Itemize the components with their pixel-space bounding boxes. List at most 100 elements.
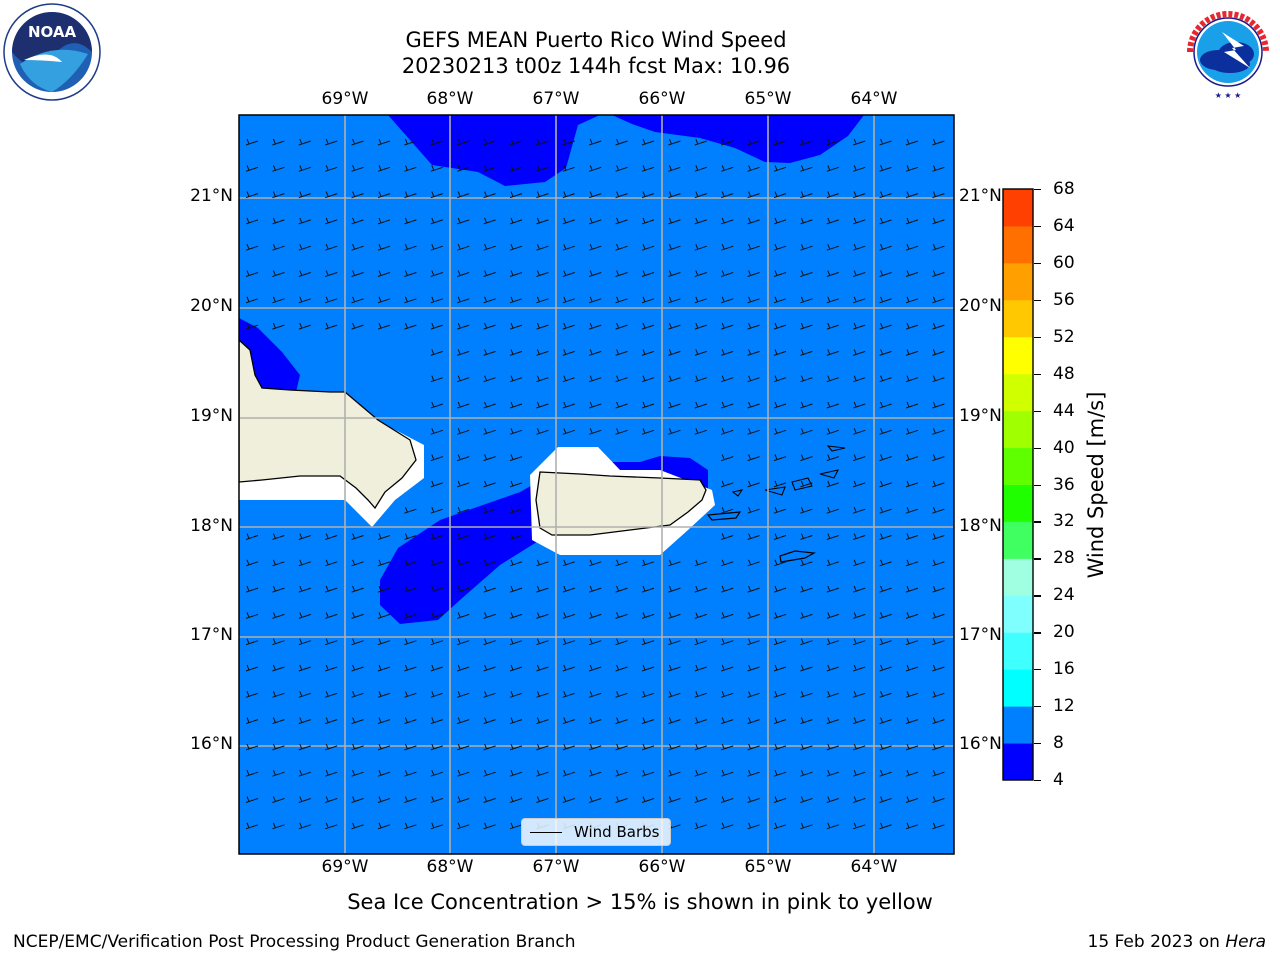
- wind-barb: [536, 559, 549, 567]
- wind-barb: [668, 428, 681, 435]
- wind-barb: [298, 533, 311, 540]
- wind-barb: [562, 191, 575, 199]
- wind-barb: [747, 296, 760, 304]
- wind-barb: [509, 717, 523, 725]
- wind-barb: [325, 217, 338, 225]
- wind-barb: [641, 770, 655, 777]
- lon-label-bottom: 66°W: [638, 857, 686, 877]
- wind-barb: [509, 770, 523, 777]
- wind-barb: [773, 507, 787, 514]
- colorbar-tick: [1034, 743, 1041, 745]
- wind-barb: [641, 691, 655, 698]
- wind-barb: [747, 375, 760, 383]
- wind-barb: [245, 638, 259, 646]
- wind-barb: [773, 244, 787, 251]
- wind-barb: [879, 428, 892, 435]
- wind-barb: [615, 717, 628, 725]
- wind-barb: [800, 664, 813, 672]
- wind-barb: [404, 796, 417, 803]
- wind-barb: [536, 585, 549, 593]
- wind-barb: [272, 822, 285, 830]
- wind-barb: [694, 796, 707, 803]
- wind-barb: [457, 191, 470, 199]
- wind-barb: [800, 480, 813, 488]
- wind-barb: [853, 428, 866, 435]
- wind-barb: [245, 585, 259, 593]
- wind-barb: [826, 296, 839, 304]
- wind-barb: [879, 138, 892, 146]
- wind-barb: [325, 191, 338, 199]
- wind-barb: [694, 664, 707, 672]
- wind-barb: [615, 322, 628, 330]
- wind-barb: [826, 375, 839, 383]
- wind-barb: [457, 743, 470, 751]
- wind-barb: [641, 217, 655, 225]
- wind-barb: [694, 822, 707, 830]
- wind-barb: [826, 244, 839, 251]
- wind-barb: [536, 217, 549, 225]
- wind-barb: [562, 322, 575, 330]
- lon-label-bottom: 65°W: [744, 857, 792, 877]
- wind-barb: [773, 585, 787, 593]
- wind-barb: [721, 191, 734, 199]
- wind-barb: [483, 585, 496, 593]
- wind-barb: [879, 796, 892, 803]
- wind-barb: [800, 533, 813, 540]
- wind-barb: [826, 428, 839, 435]
- wind-barb: [826, 270, 839, 277]
- wind-barb: [905, 349, 919, 356]
- wind-barb: [430, 217, 443, 225]
- wind-barb: [773, 533, 787, 540]
- wind-barb: [272, 296, 285, 304]
- wind-barb: [800, 585, 813, 593]
- wind-barb: [509, 322, 523, 330]
- wind-barb: [298, 585, 311, 593]
- lat-label-left: 19°N: [190, 406, 233, 426]
- wind-barb: [905, 822, 919, 830]
- wind-barb: [905, 217, 919, 225]
- wind-barb: [826, 507, 839, 514]
- colorbar-tick-label: 24: [1053, 585, 1075, 606]
- wind-barb: [694, 296, 707, 304]
- wind-barb: [905, 244, 919, 251]
- wind-barb: [351, 217, 364, 225]
- noaa-logo-icon: NOAA: [3, 3, 101, 101]
- wind-barb: [430, 507, 443, 514]
- wind-barb: [694, 375, 707, 383]
- wind-barb: [721, 244, 734, 251]
- wind-barb: [509, 191, 523, 199]
- wind-barb: [430, 638, 443, 646]
- wind-barb: [245, 138, 259, 146]
- wind-barb: [905, 585, 919, 593]
- wind-barb: [905, 770, 919, 777]
- wind-barb: [721, 585, 734, 593]
- wind-barb: [377, 138, 391, 146]
- wind-barb: [298, 559, 311, 567]
- wind-barb: [509, 612, 523, 619]
- colorbar-tick: [1034, 706, 1041, 708]
- wind-barb: [932, 480, 945, 488]
- wind-barb: [932, 375, 945, 383]
- wind-barb: [668, 638, 681, 646]
- wind-barb: [509, 454, 523, 462]
- wind-barb: [853, 296, 866, 304]
- wind-barb: [272, 770, 285, 777]
- wind-barb: [853, 717, 866, 725]
- wind-barb: [457, 638, 470, 646]
- wind-barb: [932, 796, 945, 803]
- wind-barb: [853, 638, 866, 646]
- wind-barb: [483, 428, 496, 435]
- wind-barb: [641, 585, 655, 593]
- wind-barb: [747, 270, 760, 277]
- wind-barb: [589, 270, 602, 277]
- wind-barb: [430, 270, 443, 277]
- wind-barb: [404, 691, 417, 698]
- wind-barb: [615, 691, 628, 698]
- wind-barb: [245, 296, 259, 304]
- wind-barb: [721, 322, 734, 330]
- wind-barb: [773, 165, 787, 172]
- wind-barb: [853, 244, 866, 251]
- wind-barb: [536, 428, 549, 435]
- wind-barb: [932, 401, 945, 409]
- wind-barb: [562, 270, 575, 277]
